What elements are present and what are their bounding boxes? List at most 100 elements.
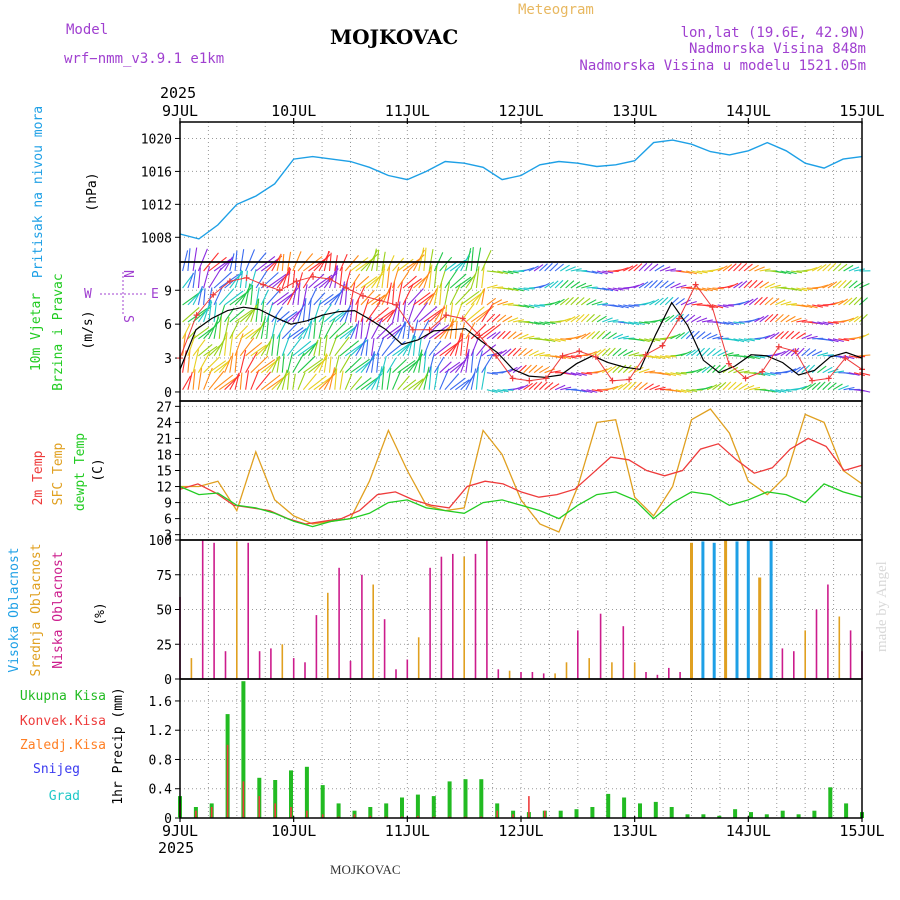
wind-gust-marker xyxy=(376,297,383,304)
wind-barb xyxy=(439,342,459,357)
cloud-bar xyxy=(281,644,284,680)
wind-barb xyxy=(376,321,394,340)
wind-barb xyxy=(460,322,465,339)
wind-barb xyxy=(192,349,200,373)
wind-barb xyxy=(528,304,540,308)
wind-barb xyxy=(754,280,764,289)
wind-barb xyxy=(664,296,674,306)
wind-barb xyxy=(832,383,843,391)
wind-barb xyxy=(428,365,432,390)
wind-barb xyxy=(722,264,733,272)
wind-barb xyxy=(853,268,866,272)
wind-barb xyxy=(738,338,750,343)
wind-barb xyxy=(785,270,797,275)
wind-barb xyxy=(628,381,637,391)
wind-barb xyxy=(738,383,749,391)
wind-barb xyxy=(559,297,570,306)
wind-barb xyxy=(680,350,692,357)
wind-barb xyxy=(764,282,776,289)
wind-barb xyxy=(717,304,729,308)
wind-barb xyxy=(234,350,238,373)
wind-barb xyxy=(549,383,560,391)
wind-barb xyxy=(318,372,337,391)
precip-total-bar xyxy=(447,781,452,818)
wind-barb xyxy=(229,308,245,323)
wind-barb xyxy=(491,389,503,393)
wind-barb xyxy=(728,338,740,342)
wind-barb xyxy=(544,338,556,343)
wind-barb xyxy=(486,332,497,340)
cloud-bar xyxy=(520,672,522,679)
wind-barb xyxy=(297,282,301,305)
y-tick-label: 1.6 xyxy=(149,695,172,710)
cloud-bar xyxy=(247,542,249,679)
wind-barb xyxy=(339,370,344,390)
wind-barb xyxy=(638,321,650,325)
wind-barb xyxy=(659,280,669,289)
precip-total-bar xyxy=(463,779,468,818)
wind-barb xyxy=(475,366,479,390)
wind-gust-marker xyxy=(825,375,832,382)
wind-barb xyxy=(260,315,266,339)
wind-barb xyxy=(759,372,771,377)
cloud-bar xyxy=(746,540,750,679)
wind-barb xyxy=(848,355,860,359)
wind-barb xyxy=(638,281,649,289)
wind-barb xyxy=(412,350,423,373)
wind-barb xyxy=(266,314,270,339)
wind-barb xyxy=(444,260,459,272)
wind-barb xyxy=(722,381,732,391)
wind-barb xyxy=(507,347,517,357)
wind-barb xyxy=(502,270,514,275)
wind-barb xyxy=(748,264,759,272)
wind-barb xyxy=(675,284,687,289)
cloud-bar xyxy=(463,556,465,679)
wind-barb xyxy=(575,333,587,340)
wind-barb xyxy=(817,365,827,374)
y-tick-label: 1.2 xyxy=(149,724,172,739)
wind-barb xyxy=(607,319,619,323)
wind-barb xyxy=(596,287,609,291)
wind-barb xyxy=(633,338,645,342)
wind-barb xyxy=(386,357,397,373)
wind-barb xyxy=(224,307,235,323)
wind-barb xyxy=(701,319,713,323)
wind-barb xyxy=(817,263,827,272)
wind-barb xyxy=(213,286,223,306)
wind-barb xyxy=(727,263,737,272)
wind-barb xyxy=(832,280,842,289)
wind-barb xyxy=(418,247,425,272)
wind-barb xyxy=(428,264,433,289)
wind-gust-marker xyxy=(576,348,583,355)
wind-barb xyxy=(376,309,394,323)
wind-barb xyxy=(292,373,296,390)
wind-barb xyxy=(654,264,665,272)
y-tick-label: 27 xyxy=(156,400,172,415)
wind-gust-marker xyxy=(393,301,400,308)
wind-barb xyxy=(811,381,821,391)
cloud-bar xyxy=(474,553,477,679)
wind-barb xyxy=(780,330,789,340)
wind-barb xyxy=(349,323,358,340)
wind-barb xyxy=(680,270,692,274)
wind-barb xyxy=(428,249,434,272)
wind-barb xyxy=(334,255,338,272)
y-tick-label: 15 xyxy=(156,465,172,480)
wind-barb xyxy=(544,281,555,289)
wind-gust-marker xyxy=(609,377,616,384)
wind-barb xyxy=(260,374,281,391)
cloud-bar xyxy=(690,542,693,679)
wind-barb xyxy=(392,341,413,357)
wind-barb xyxy=(455,276,472,289)
wind-barb xyxy=(712,348,722,357)
wind-barb xyxy=(475,266,480,289)
cloud-bar xyxy=(292,658,295,679)
wind-barb xyxy=(607,385,619,391)
y-tick-label: 50 xyxy=(156,604,172,619)
x-label-top: 12JUL xyxy=(498,102,543,120)
wind-barb xyxy=(638,382,648,391)
wind-barb xyxy=(292,269,296,289)
wind-barb xyxy=(381,338,396,357)
precip-total-bar xyxy=(638,803,642,818)
